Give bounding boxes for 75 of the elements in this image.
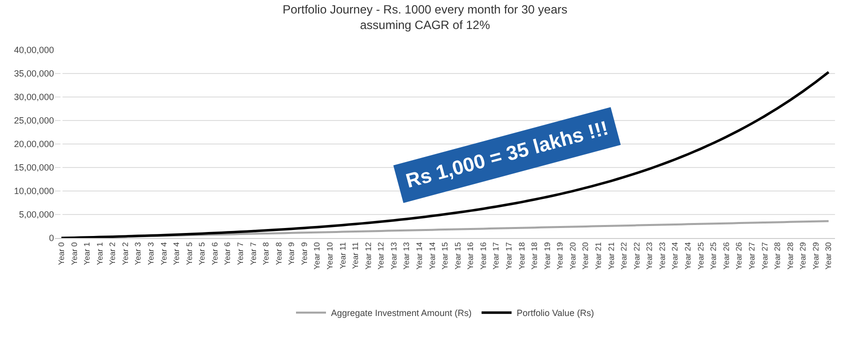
x-tick-label: Year 10: [312, 242, 322, 270]
x-tick-label: Year 29: [811, 242, 820, 270]
x-tick-label: Year 16: [478, 242, 488, 270]
x-tick-label: Year 9: [300, 242, 309, 266]
x-tick-label: Year 19: [542, 242, 552, 270]
x-tick-label: Year 26: [722, 242, 731, 270]
x-tick-label: Year 0: [70, 242, 79, 266]
y-tick-label: 40,00,000: [14, 45, 54, 56]
x-tick-label: Year 25: [696, 242, 706, 270]
x-tick-label: Year 7: [248, 242, 258, 266]
x-tick-label: Year 13: [389, 242, 398, 270]
x-tick-label: Year 22: [620, 242, 629, 270]
y-tick-label: 30,00,000: [14, 92, 54, 102]
x-tick-label: Year 16: [466, 242, 476, 270]
x-tick-label: Year 11: [351, 242, 360, 269]
x-tick-label: Year 14: [428, 242, 437, 270]
y-tick-label: 0: [48, 233, 54, 244]
x-tick-label: Year 22: [632, 242, 642, 270]
x-tick-label: Year 24: [684, 242, 693, 270]
y-tick-label: 5,00,000: [18, 210, 54, 220]
y-tick-label: 15,00,000: [14, 162, 54, 173]
x-tick-label: Year 23: [645, 242, 654, 270]
x-tick-label: Year 9: [287, 242, 296, 266]
x-tick-label: Year 8: [274, 242, 284, 266]
x-tick-label: Year 29: [798, 242, 808, 270]
annotation: Rs 1,000 = 35 lakhs !!!: [404, 117, 611, 193]
x-tick-label: Year 19: [556, 242, 565, 270]
x-tick-label: Year 23: [658, 242, 667, 270]
x-tick-label: Year 8: [262, 242, 271, 266]
x-tick-label: Year 28: [773, 242, 782, 270]
x-tick-label: Year 15: [440, 242, 450, 270]
x-tick-label: Year 5: [198, 242, 207, 266]
x-tick-label: Year 20: [581, 242, 590, 270]
x-tick-label: Year 24: [670, 242, 680, 270]
x-tick-label: Year 12: [376, 242, 386, 270]
line-series: [60, 70, 830, 238]
x-tick-label: Year 25: [709, 242, 718, 270]
x-tick-label: Year 26: [734, 242, 744, 270]
x-tick-label: Year 13: [402, 242, 412, 270]
y-tick-label: 35,00,000: [14, 68, 54, 79]
x-tick-label: Year 15: [453, 242, 462, 270]
x-tick-label: Year 12: [364, 242, 373, 270]
x-tick-label: Year 6: [210, 242, 220, 266]
x-tick-label: Year 2: [108, 242, 118, 266]
x-tick-label: Year 20: [568, 242, 578, 270]
x-tick-label: Year 1: [95, 242, 104, 266]
x-tick-label: Year 21: [606, 242, 616, 270]
x-tick-label: Year 14: [415, 242, 424, 270]
x-tick-label: Year 7: [236, 242, 246, 266]
x-tick-label: Year 3: [134, 242, 143, 266]
y-tick-label: 25,00,000: [14, 116, 54, 126]
x-tick-label: Year 21: [594, 242, 604, 270]
x-tick-label: Year 2: [120, 242, 130, 266]
legend-label: Aggregate Investment Amount (Rs): [331, 308, 472, 318]
x-tick-label: Year 4: [159, 242, 168, 266]
x-tick-label: Year 28: [786, 242, 795, 270]
chart-title: Portfolio Journey - Rs. 1000 every month for 30 years assuming CAGR of 12%: [282, 2, 568, 32]
x-tick-label: Year 11: [338, 242, 348, 269]
x-tick-label: Year 17: [504, 242, 514, 270]
x-tick-label: Year 27: [760, 242, 770, 270]
y-tick-label: 20,00,000: [14, 139, 54, 150]
x-tick-label: Year 6: [223, 242, 232, 266]
x-tick-label: Year 10: [326, 242, 335, 270]
x-tick-label: Year 1: [82, 242, 92, 266]
x-tick-label: Year 18: [530, 242, 540, 270]
legend-label: Portfolio Value (Rs): [516, 308, 594, 318]
x-tick-label: Year 27: [747, 242, 756, 270]
x-tick-label: Year 4: [172, 242, 182, 266]
x-tick-label: Year 0: [56, 242, 66, 266]
x-tick-label: Year 5: [184, 242, 194, 266]
x-tick-label: Year 3: [146, 242, 156, 266]
x-tick-label: Year 30: [824, 242, 834, 270]
x-tick-label: Year 17: [492, 242, 501, 270]
y-tick-label: 10,00,000: [14, 186, 54, 196]
x-tick-label: Year 18: [517, 242, 526, 270]
